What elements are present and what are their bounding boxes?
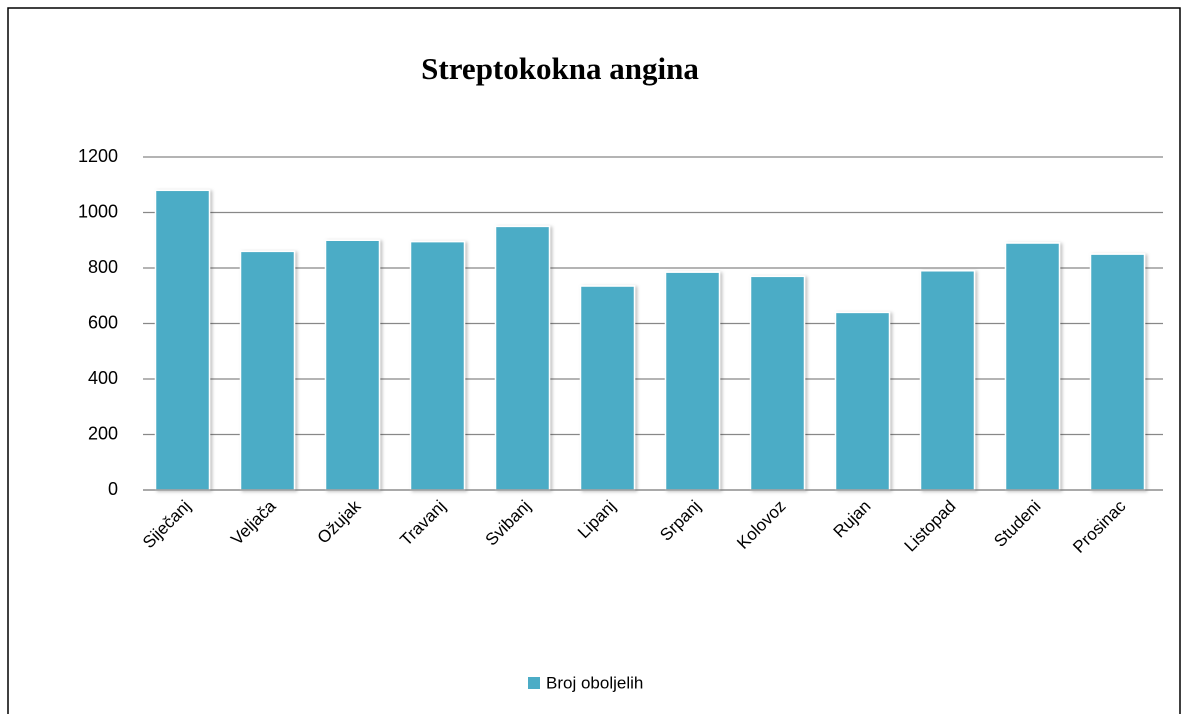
legend-label: Broj oboljelih xyxy=(546,673,643,692)
x-tick-label: Studeni xyxy=(990,497,1044,551)
bar xyxy=(749,275,806,491)
y-tick-label: 0 xyxy=(108,479,118,499)
x-tick-label: Svibanj xyxy=(482,497,535,550)
x-tick-label: Rujan xyxy=(830,497,875,542)
x-tick-label: Travanj xyxy=(396,497,449,550)
x-tick-label: Listopad xyxy=(901,497,960,556)
bar xyxy=(579,285,636,491)
y-tick-label: 400 xyxy=(88,368,118,388)
x-tick-label: Ožujak xyxy=(314,496,365,547)
x-tick-label: Prosinac xyxy=(1069,496,1130,557)
bar xyxy=(494,225,551,491)
chart-title: Streptokokna angina xyxy=(421,51,699,86)
bar xyxy=(239,250,296,491)
frame xyxy=(7,7,1181,714)
bar xyxy=(1089,253,1146,491)
y-tick-label: 200 xyxy=(88,423,118,443)
legend-swatch xyxy=(528,677,540,689)
y-tick-label: 1000 xyxy=(78,201,118,221)
y-tick-label: 1200 xyxy=(78,146,118,166)
bar xyxy=(324,239,381,491)
bar xyxy=(1004,242,1061,491)
y-tick-label: 800 xyxy=(88,257,118,277)
x-tick-label: Kolovoz xyxy=(733,497,789,553)
x-tick-label: Veljača xyxy=(227,496,280,549)
bar xyxy=(919,270,976,491)
bar xyxy=(409,240,466,491)
y-tick-label: 600 xyxy=(88,312,118,332)
x-tick-label: Lipanj xyxy=(574,497,620,543)
x-tick-label: Siječanj xyxy=(139,497,195,553)
x-tick-label: Srpanj xyxy=(656,497,704,545)
bar xyxy=(664,271,721,491)
bar xyxy=(834,311,891,491)
bar xyxy=(154,189,211,491)
